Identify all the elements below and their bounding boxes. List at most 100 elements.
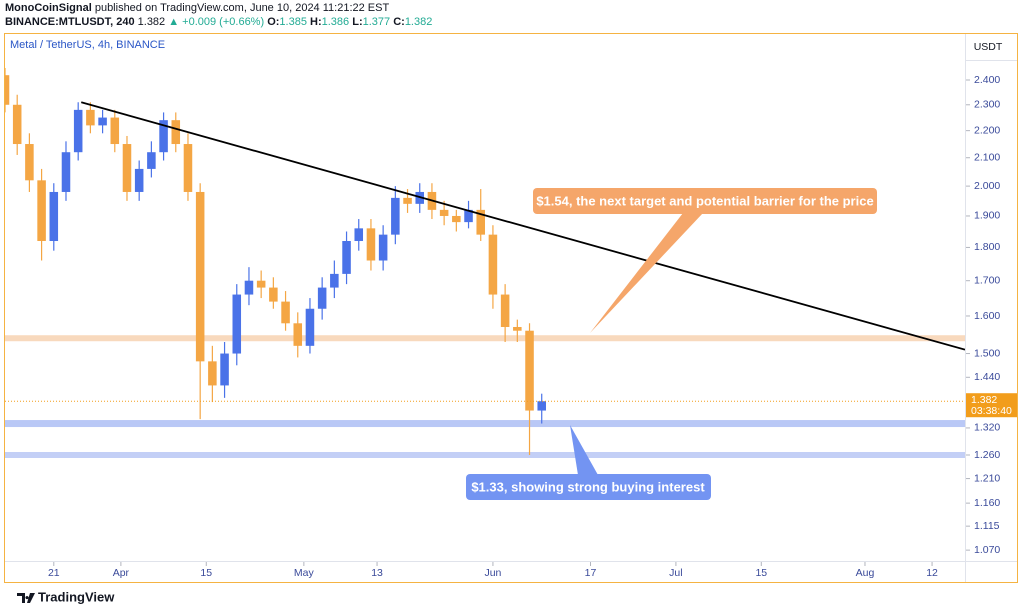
candle-body <box>134 168 144 192</box>
candle-body <box>110 117 120 145</box>
price-unit: USDT <box>974 41 1003 53</box>
price-tag <box>966 393 1017 418</box>
candle-body <box>391 197 400 235</box>
candle-body <box>256 280 266 288</box>
ohlc-value: 1.385 <box>279 16 307 28</box>
callout-box <box>466 474 711 500</box>
candle-body <box>98 117 107 126</box>
callout-pointer <box>570 425 598 475</box>
callout-box <box>533 188 877 214</box>
candle-body <box>305 308 315 346</box>
candle-body <box>500 294 510 327</box>
x-tick-label: 15 <box>755 567 767 579</box>
candle-body <box>439 209 449 216</box>
trendline <box>80 101 965 351</box>
candle-body <box>220 353 229 386</box>
x-tick-label: 12 <box>926 567 938 579</box>
candle-body <box>232 294 242 354</box>
symbol: BINANCE:MTLUSDT, 240 <box>5 16 135 28</box>
candle-body <box>354 228 364 242</box>
price-zone <box>5 452 965 459</box>
candle-body <box>317 287 327 309</box>
ohlc-label: L: <box>352 16 362 28</box>
candle-body <box>244 280 254 295</box>
candle-body <box>464 209 473 223</box>
quote-line: BINANCE:MTLUSDT, 240 1.382 ▲ +0.009 (+0.… <box>5 16 432 28</box>
header-line: MonoCoinSignal published on TradingView.… <box>5 2 389 14</box>
y-tick-label: 1.700 <box>974 274 1000 286</box>
symbol-title: Metal / TetherUS, 4h, BINANCE <box>10 39 165 51</box>
candle-body <box>86 109 95 126</box>
candle-body <box>403 197 412 204</box>
callout-text: $1.54, the next target and potential bar… <box>536 193 873 208</box>
candle-body <box>476 209 485 235</box>
candle-body <box>488 234 498 295</box>
x-tick-label: Jun <box>484 567 501 579</box>
ohlc-label: H: <box>310 16 322 28</box>
x-tick-label: May <box>294 567 315 579</box>
candle-body <box>25 144 34 181</box>
candle-body <box>513 326 522 331</box>
y-tick-label: 1.500 <box>974 347 1000 359</box>
ohlc-value: 1.377 <box>363 16 391 28</box>
candle-body <box>269 287 278 302</box>
candle-body <box>195 191 205 362</box>
x-tick-label: 21 <box>48 567 60 579</box>
ohlc-value: 1.382 <box>405 16 433 28</box>
plot-area <box>5 68 965 459</box>
y-tick-label: 1.600 <box>974 310 1000 322</box>
candle-body <box>281 301 290 324</box>
callout-text: $1.33, showing strong buying interest <box>471 479 705 494</box>
candle-body <box>293 323 303 346</box>
y-tick-label: 2.100 <box>974 152 1000 164</box>
y-tick-label: 1.260 <box>974 449 1000 461</box>
x-tick-label: 17 <box>585 567 597 579</box>
candle-body <box>537 401 546 411</box>
candle-body <box>171 120 181 145</box>
candle-body <box>159 120 168 153</box>
candle-body <box>5 75 10 105</box>
candle-body <box>37 180 46 242</box>
x-tick-label: 15 <box>200 567 212 579</box>
price-zone <box>5 420 965 428</box>
ohlc-label: O: <box>267 16 279 28</box>
y-tick-label: 1.115 <box>974 520 1000 532</box>
y-tick-label: 1.800 <box>974 241 1000 253</box>
chart-frame <box>4 33 1018 583</box>
candle-body <box>452 215 461 223</box>
published: published on TradingView.com, June 10, 2… <box>95 2 390 14</box>
x-tick-label: Jul <box>669 567 682 579</box>
candle-body <box>342 241 351 274</box>
x-tick-label: Aug <box>856 567 875 579</box>
brand-logo <box>17 593 35 603</box>
candle-body <box>208 361 217 386</box>
candle-body <box>525 330 534 411</box>
y-tick-label: 1.160 <box>974 497 1000 509</box>
candle-body <box>12 104 22 145</box>
y-tick-label: 2.000 <box>974 180 1000 192</box>
brand: TradingView <box>38 589 115 604</box>
y-tick-label: 2.300 <box>974 99 1000 111</box>
last-price: 1.382 <box>138 16 166 28</box>
change: ▲ +0.009 (+0.66%) <box>168 16 264 28</box>
price-tag-value: 1.382 <box>971 394 997 406</box>
ohlc-value: 1.386 <box>322 16 350 28</box>
ohlc-label: C: <box>393 16 405 28</box>
candle-body <box>49 191 59 242</box>
y-tick-label: 1.210 <box>974 472 1000 484</box>
x-tick-label: Apr <box>113 567 130 579</box>
y-tick-label: 1.900 <box>974 210 1000 222</box>
y-tick-label: 2.400 <box>974 74 1000 86</box>
callout-pointer <box>590 213 703 333</box>
y-tick-label: 1.070 <box>974 544 1000 556</box>
candle-body <box>183 144 193 192</box>
author: MonoCoinSignal <box>5 2 92 14</box>
price-tag-countdown: 03:38:40 <box>971 405 1012 417</box>
y-tick-label: 1.320 <box>974 422 1000 434</box>
candle-body <box>73 109 83 153</box>
candle-body <box>147 152 156 169</box>
candle-body <box>378 234 388 261</box>
price-zone <box>5 335 965 342</box>
y-tick-label: 1.440 <box>974 371 1000 383</box>
